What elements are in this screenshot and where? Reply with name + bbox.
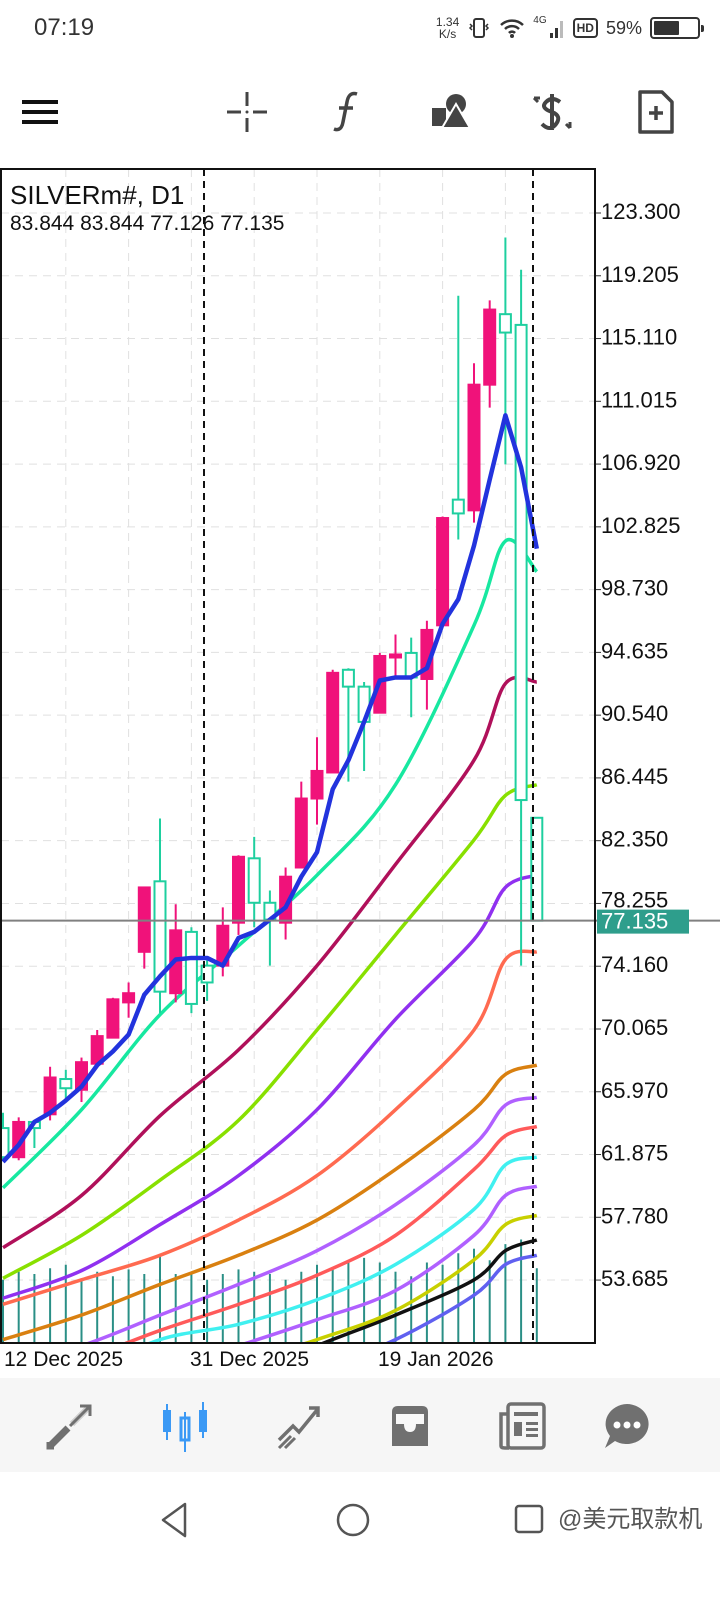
chart-frame xyxy=(0,168,596,1344)
recents-icon[interactable] xyxy=(508,1498,552,1542)
back-icon[interactable] xyxy=(153,1498,197,1542)
date-label: 19 Jan 2026 xyxy=(378,1348,494,1371)
speed-unit: K/s xyxy=(438,27,457,41)
moving-average-line xyxy=(2,1063,538,1342)
function-icon[interactable] xyxy=(323,88,371,136)
battery-percent: 59% xyxy=(605,17,642,38)
price-tick-label: 65.970 xyxy=(601,1078,668,1103)
price-chart[interactable]: 123.300 119.205 115.110 111.015 106.920 102.8… xyxy=(0,168,720,1344)
trade-icon[interactable] xyxy=(271,1400,323,1452)
date-label: 31 Dec 2025 xyxy=(190,1348,310,1371)
price-tick-label: 57.780 xyxy=(601,1203,668,1228)
moving-average-line xyxy=(386,1253,538,1342)
trade-icon[interactable] xyxy=(528,88,576,136)
candle-bear xyxy=(184,930,198,1005)
crosshair-icon[interactable] xyxy=(223,88,271,136)
wifi-icon xyxy=(500,19,525,38)
candle-bear xyxy=(451,498,465,515)
candle-bear xyxy=(200,964,214,984)
new-order-icon[interactable] xyxy=(632,88,680,136)
moving-average-line xyxy=(1,537,539,1190)
status-time: 07:19 xyxy=(34,14,95,41)
candle-bear xyxy=(247,857,261,904)
current-price-label: 77.135 xyxy=(601,909,668,934)
moving-average-line xyxy=(2,873,538,1300)
moving-average-line xyxy=(244,1184,538,1342)
price-tick-label: 70.065 xyxy=(601,1015,668,1040)
candle-bull xyxy=(310,769,324,800)
price-tick-label: 115.110 xyxy=(601,325,677,350)
price-tick-label: 94.635 xyxy=(601,638,668,663)
candle-bull xyxy=(106,998,120,1039)
candle-bull xyxy=(483,308,497,386)
candle-bear xyxy=(1,1127,10,1159)
candle-bull xyxy=(122,992,136,1004)
moving-average-line xyxy=(148,1155,538,1342)
price-tick-label: 98.730 xyxy=(601,576,668,601)
candle-bull xyxy=(389,653,402,659)
bottom-nav xyxy=(0,1378,720,1472)
price-tick-label: 106.920 xyxy=(601,450,681,475)
network-type: 4G xyxy=(533,14,547,26)
moving-average-line xyxy=(2,675,538,1250)
messages-icon[interactable] xyxy=(601,1400,653,1452)
vibrate-icon xyxy=(469,18,490,38)
candle-bear xyxy=(341,668,355,688)
moving-average-line xyxy=(87,1095,538,1342)
candle-bull xyxy=(232,855,245,924)
plot-area xyxy=(1,237,544,1342)
price-tick-label: 86.445 xyxy=(601,764,668,789)
price-tick-label: 119.205 xyxy=(601,262,679,287)
history-icon[interactable] xyxy=(384,1400,436,1452)
chart-symbol: SILVERm#, D1 xyxy=(10,180,185,210)
news-icon[interactable] xyxy=(496,1400,548,1452)
moving-average-line xyxy=(124,1124,538,1342)
chart-icon[interactable] xyxy=(159,1400,211,1452)
price-tick-label: 74.160 xyxy=(601,952,668,977)
ohlc-readout: 83.844 83.844 77.126 77.135 xyxy=(10,212,285,235)
menu-icon[interactable] xyxy=(18,88,66,136)
candle-bear xyxy=(514,323,528,802)
candle-bull xyxy=(467,383,481,512)
price-tick-label: 102.825 xyxy=(601,513,681,538)
objects-icon[interactable] xyxy=(428,88,476,136)
price-tick-label: 90.540 xyxy=(601,701,668,726)
current-price-label-bg xyxy=(597,909,689,934)
candle-bull xyxy=(294,797,308,869)
battery-fill xyxy=(654,21,679,35)
signal-icon xyxy=(549,21,563,38)
home-icon[interactable] xyxy=(331,1498,375,1542)
candle-bear xyxy=(59,1078,73,1090)
price-tick-label: 78.255 xyxy=(601,888,668,913)
candle-bull xyxy=(326,671,340,774)
price-tick-label: 82.350 xyxy=(601,827,668,852)
speed-value: 1.34 xyxy=(435,15,460,29)
battery-icon xyxy=(650,17,704,39)
watermark: @美元取款机 xyxy=(558,1506,703,1533)
moving-average-line xyxy=(2,783,538,1280)
candle-bull xyxy=(436,517,450,627)
quotes-icon[interactable] xyxy=(44,1400,96,1452)
moving-average-line xyxy=(321,1238,538,1342)
candle-bear xyxy=(498,313,512,334)
candle-bear xyxy=(153,880,167,993)
price-tick-label: 123.300 xyxy=(601,199,681,224)
moving-average-line xyxy=(304,1213,538,1342)
price-tick-label: 53.685 xyxy=(601,1266,668,1291)
date-label: 12 Dec 2025 xyxy=(4,1348,124,1371)
price-tick-label: 61.875 xyxy=(601,1141,668,1166)
network-speed: 1.34 K/s xyxy=(436,16,459,40)
price-tick-label: 111.015 xyxy=(601,387,677,412)
hd-badge: HD xyxy=(572,18,598,38)
status-icons: 1.34 K/s 4G HD 59% xyxy=(436,10,704,46)
moving-average-line xyxy=(2,949,538,1307)
